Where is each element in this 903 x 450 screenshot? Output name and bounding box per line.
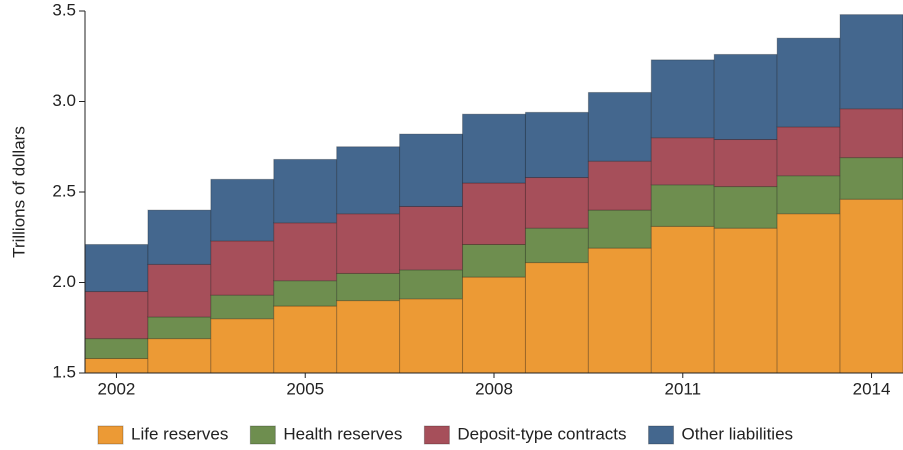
y-tick-label: 3.0 [52, 91, 76, 110]
x-tick-label: 2008 [475, 379, 513, 398]
bar-segment [210, 318, 275, 374]
bar-segment [462, 182, 526, 245]
bar-segment [84, 338, 149, 360]
bar-segment [84, 243, 149, 293]
bar-segment [336, 300, 401, 374]
bar-segment [776, 126, 841, 177]
bar-segment [650, 59, 715, 139]
bar-segment [399, 269, 464, 300]
bar-segment [713, 186, 778, 229]
bar-segment [273, 222, 338, 282]
y-tick-label: 2.0 [52, 272, 76, 291]
bar-segment [399, 133, 464, 207]
x-tick-label: 2011 [664, 379, 701, 398]
y-tick-label: 3.5 [52, 0, 76, 19]
bar-segment [839, 14, 903, 110]
y-tick-label: 1.5 [52, 362, 76, 381]
bar-segment [399, 205, 464, 271]
bar-segment [713, 139, 778, 188]
bar-segment [587, 91, 652, 162]
y-axis-label: Trillions of dollars [9, 126, 28, 258]
bar-segment [587, 247, 652, 374]
bar-segment [650, 225, 715, 374]
bar-segment [776, 37, 841, 128]
bar-segment [713, 227, 778, 374]
bar-segment [587, 160, 652, 211]
bar-segment [210, 178, 275, 242]
bar-segment [462, 276, 526, 374]
bar-segment [524, 111, 589, 179]
y-tick-label: 2.5 [52, 181, 76, 200]
bar-segment [273, 305, 338, 374]
bar-segment [147, 209, 212, 265]
legend-label: Health reserves [283, 424, 402, 443]
bar-segment [524, 227, 589, 264]
bar-segment [210, 294, 275, 320]
bar-segment [147, 316, 212, 340]
bar-segment [462, 243, 526, 278]
x-tick-label: 2005 [286, 379, 324, 398]
legend-swatch [249, 425, 276, 445]
legend-swatch [423, 425, 450, 445]
bar-segment [84, 358, 149, 374]
bar-segment [524, 177, 589, 229]
bar-segment [839, 198, 903, 374]
bar-segment [650, 137, 715, 186]
bar-segment [273, 158, 338, 224]
bar-segment [147, 263, 212, 318]
x-tick-label: 2014 [853, 379, 891, 398]
legend-label: Life reserves [131, 424, 228, 443]
bar-segment [336, 146, 401, 215]
bar-segment [399, 298, 464, 374]
bar-segment [336, 213, 401, 274]
bar-segment [147, 338, 212, 374]
bar-segment [776, 213, 841, 374]
x-tick-label: 2002 [98, 379, 136, 398]
bar-segment [84, 291, 149, 340]
bar-segment [587, 209, 652, 249]
bar-segment [273, 280, 338, 307]
bar-segment [524, 262, 589, 374]
bar-segment [713, 53, 778, 141]
bar-segment [839, 157, 903, 200]
bar-segment [839, 108, 903, 159]
bar-segment [336, 272, 401, 302]
legend-swatch [97, 425, 124, 445]
bar-segment [776, 175, 841, 215]
legend-label: Other liabilities [682, 424, 794, 443]
legend-label: Deposit-type contracts [457, 424, 626, 443]
bar-segment [462, 113, 526, 184]
legend-swatch [648, 425, 675, 445]
bar-segment [650, 184, 715, 227]
bar-segment [210, 240, 275, 296]
